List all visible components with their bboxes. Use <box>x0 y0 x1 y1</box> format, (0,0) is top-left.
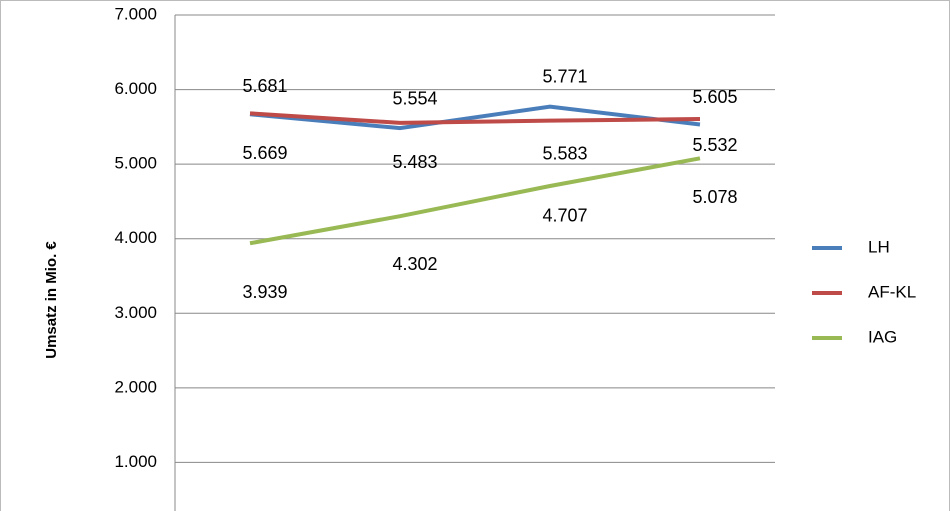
series-line <box>249 111 701 125</box>
series-line <box>249 104 701 131</box>
value-label: 5.605 <box>692 87 737 107</box>
value-label: 5.483 <box>392 152 437 172</box>
value-label: 4.302 <box>392 254 437 274</box>
y-tick-label: 5.000 <box>114 154 157 173</box>
y-axis-label: Umsatz in Mio. € <box>43 241 60 359</box>
value-label: 5.532 <box>692 135 737 155</box>
y-tick-label: 6.000 <box>114 79 157 98</box>
value-label: 5.554 <box>392 89 437 109</box>
value-label: 5.771 <box>542 66 587 86</box>
y-tick-label: 2.000 <box>114 377 157 396</box>
legend-label: LH <box>868 237 890 256</box>
value-label: 5.583 <box>542 143 587 163</box>
value-label: 5.669 <box>242 143 287 163</box>
value-label: 4.707 <box>542 206 587 226</box>
legend-label: AF-KL <box>868 282 916 301</box>
series-line <box>249 156 701 246</box>
y-tick-label: 7.000 <box>114 4 157 23</box>
y-tick-label: 1.000 <box>114 452 157 471</box>
value-label: 5.681 <box>242 76 287 96</box>
legend-label: IAG <box>868 327 897 346</box>
value-label: 5.078 <box>692 187 737 207</box>
y-tick-label: 4.000 <box>114 228 157 247</box>
value-label: 3.939 <box>242 282 287 302</box>
y-tick-label: 3.000 <box>114 303 157 322</box>
